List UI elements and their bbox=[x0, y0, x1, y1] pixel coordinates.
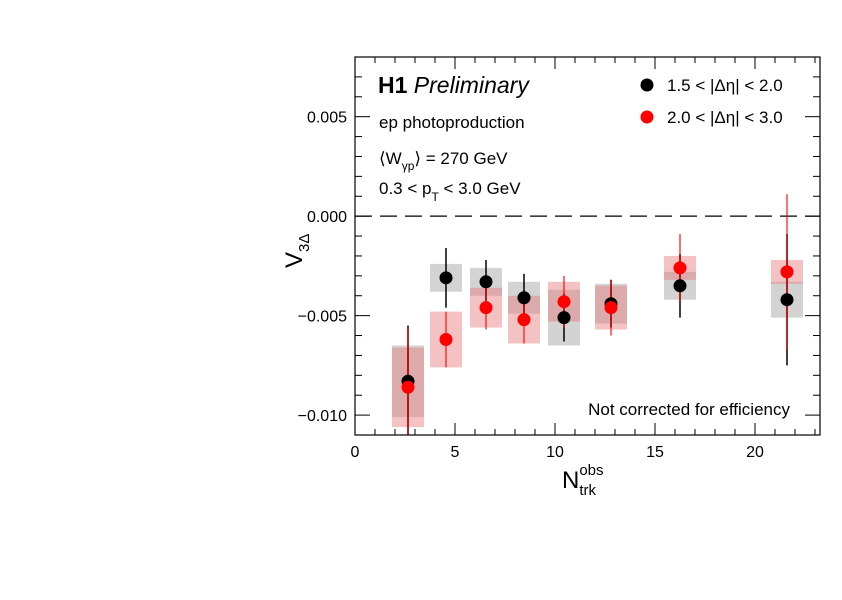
annotation-energy: ⟨Wγp⟩ = 270 GeV bbox=[379, 149, 508, 173]
data-points bbox=[401, 261, 794, 394]
legend-marker-black bbox=[640, 78, 654, 92]
label-part: obs bbox=[579, 462, 603, 479]
point-s1 bbox=[673, 261, 687, 275]
point-s0 bbox=[780, 293, 794, 307]
point-s1 bbox=[439, 333, 453, 347]
point-s1 bbox=[604, 301, 618, 315]
x-axis-label: Ntrk obs bbox=[562, 462, 604, 499]
point-s0 bbox=[673, 279, 687, 293]
annotation-efficiency: Not corrected for efficiency bbox=[588, 400, 790, 419]
point-s0 bbox=[479, 275, 493, 289]
point-s0 bbox=[439, 271, 453, 285]
x-tick-label: 5 bbox=[451, 444, 460, 461]
annotation-process: ep photoproduction bbox=[379, 113, 525, 132]
label-part: 3Δ bbox=[296, 234, 313, 252]
label-part: < 3.0 GeV bbox=[439, 179, 521, 198]
legend-marker-red bbox=[640, 110, 654, 124]
point-s1 bbox=[780, 265, 794, 279]
point-s1 bbox=[557, 295, 571, 309]
x-tick-label: 10 bbox=[546, 444, 564, 461]
label-part: trk bbox=[579, 482, 596, 499]
label-part: N bbox=[562, 467, 579, 494]
point-s0 bbox=[557, 311, 571, 325]
experiment-label: H1 Preliminary bbox=[378, 72, 530, 98]
legend: 1.5 < |Δη| < 2.0 2.0 < |Δη| < 3.0 bbox=[640, 76, 783, 127]
y-tick-label: −0.010 bbox=[298, 408, 347, 425]
y-tick-label: 0.000 bbox=[307, 209, 347, 226]
legend-label-2: 2.0 < |Δη| < 3.0 bbox=[667, 108, 783, 127]
label-part: V bbox=[281, 252, 308, 268]
axis-ticks: 0 5 10 15 20 −0.010 −0.005 0.000 0.005 bbox=[298, 56, 820, 461]
label-part: 0.3 < p bbox=[379, 179, 431, 198]
plot-frame bbox=[354, 56, 821, 436]
legend-label-1: 1.5 < |Δη| < 2.0 bbox=[667, 76, 783, 95]
y-axis-label: V3Δ bbox=[281, 234, 313, 268]
point-s1 bbox=[517, 313, 531, 327]
annotation-pt: 0.3 < pT < 3.0 GeV bbox=[379, 179, 521, 204]
point-s1 bbox=[479, 301, 493, 315]
point-s1 bbox=[401, 380, 415, 394]
x-tick-label: 15 bbox=[646, 444, 664, 461]
x-tick-label: 20 bbox=[746, 444, 764, 461]
y-tick-label: 0.005 bbox=[307, 110, 347, 127]
point-s0 bbox=[517, 291, 531, 305]
x-tick-label: 0 bbox=[351, 444, 360, 461]
y-tick-label: −0.005 bbox=[298, 309, 347, 326]
label-part: T bbox=[431, 190, 439, 204]
